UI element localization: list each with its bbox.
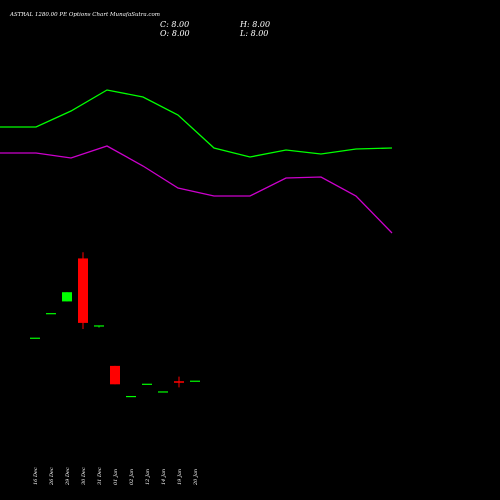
x-tick-label: 16 Dec [33,467,39,485]
x-tick-label: 02 Jan [129,469,135,485]
overlay-lines [0,89,393,234]
x-tick-label: 19 Jan [177,469,183,485]
candle-body [62,292,72,302]
close-value: 8.00 [171,20,190,29]
low-value: 8.00 [250,29,269,38]
x-tick-label: 31 Dec [97,467,103,485]
x-tick-label: 01 Jan [113,469,119,485]
candle-body [190,380,200,382]
high-readout: H: 8.00 [240,20,270,29]
high-value: 8.00 [252,20,271,29]
candle-body [78,258,88,323]
close-readout: C: 8.00 [160,20,189,29]
x-tick-label: 20 Jan [193,469,199,486]
x-tick-label: 12 Jan [145,469,151,485]
open-value: 8.00 [171,29,190,38]
x-tick-label: 29 Dec [65,467,71,486]
overlay-line-green [0,89,393,158]
high-label: H: [240,20,250,29]
x-axis: 16 Dec 26 Dec 29 Dec 30 Dec 31 Dec 01 Jan 02 J… [33,467,199,486]
low-label: L: [240,29,249,38]
low-readout: L: 8.00 [240,29,268,38]
overlay-line-magenta [0,145,393,234]
x-tick-label: 30 Dec [81,467,87,485]
candle-body [30,337,40,339]
open-readout: O: 8.00 [160,29,190,38]
open-label: O: [160,29,170,38]
candle-body [46,313,56,315]
chart-title: ASTRAL 1280.00 PE Options Chart MunafaSu… [10,12,161,18]
candle-body [94,325,104,327]
candle-body [158,391,168,393]
candle-body [142,383,152,385]
x-tick-label: 14 Jan [161,469,167,485]
candle-body [110,365,120,385]
candle-body [126,395,136,398]
candle-body [174,381,184,383]
close-label: C: [160,20,169,29]
candles [30,252,200,398]
x-tick-label: 26 Dec [49,467,55,486]
